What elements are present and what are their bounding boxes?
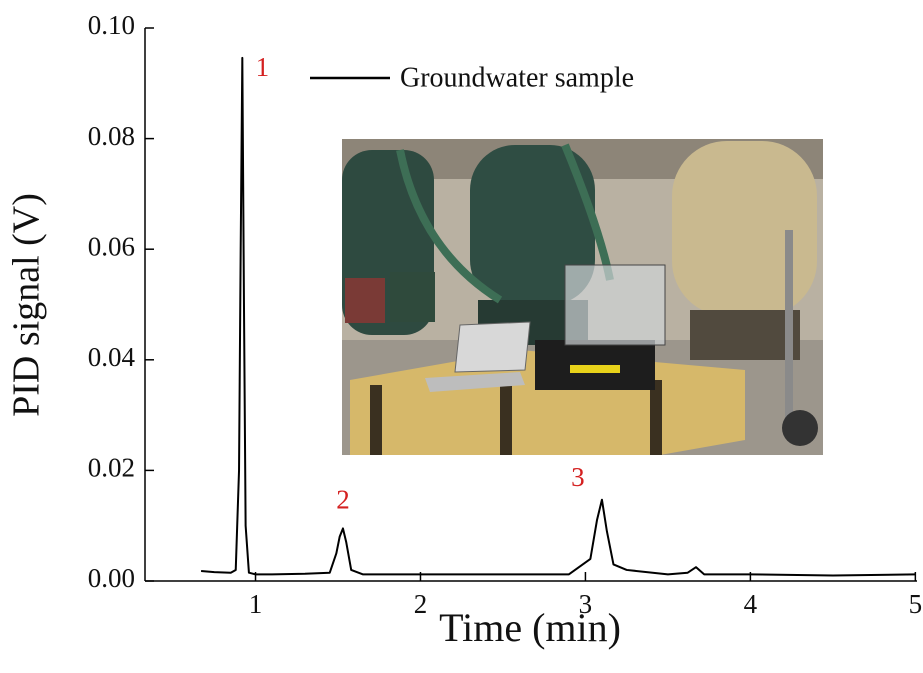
x-tick-label: 3 [579, 589, 593, 619]
photo-cart [785, 230, 793, 430]
peak-label: 2 [336, 485, 350, 515]
y-axis-label: PID signal (V) [6, 193, 48, 417]
photo-tube [570, 365, 620, 373]
legend-label: Groundwater sample [400, 62, 634, 93]
x-tick-label: 1 [249, 589, 263, 619]
y-tick-label: 0.00 [88, 563, 135, 593]
photo-laptop-base [425, 372, 525, 392]
photo-wheel [782, 410, 818, 446]
x-axis-label: Time (min) [439, 605, 621, 650]
photo-hose [396, 149, 503, 304]
x-tick-label: 4 [744, 589, 758, 619]
x-tick-label: 5 [909, 589, 923, 619]
photo-laptop [454, 321, 531, 373]
photo-chair [390, 272, 435, 322]
x-tick-label: 2 [414, 589, 428, 619]
y-tick-label: 0.02 [88, 453, 135, 483]
peak-label: 1 [256, 52, 270, 82]
data-line [201, 56, 916, 577]
photo-tank-base [690, 310, 800, 360]
y-tick-label: 0.10 [88, 10, 135, 40]
photo-crate-strap [370, 385, 382, 455]
y-tick-label: 0.08 [88, 121, 135, 151]
photo-tank [672, 141, 817, 316]
photo-chair [345, 278, 385, 323]
inset-photo [342, 139, 823, 455]
peak-label: 3 [571, 462, 585, 492]
y-tick-label: 0.06 [88, 231, 135, 261]
photo-case-lid [564, 264, 666, 346]
photo-tank [470, 145, 595, 305]
photo-crate-strap [500, 380, 512, 455]
y-tick-label: 0.04 [88, 342, 136, 372]
photo-crate-strap [650, 380, 662, 455]
